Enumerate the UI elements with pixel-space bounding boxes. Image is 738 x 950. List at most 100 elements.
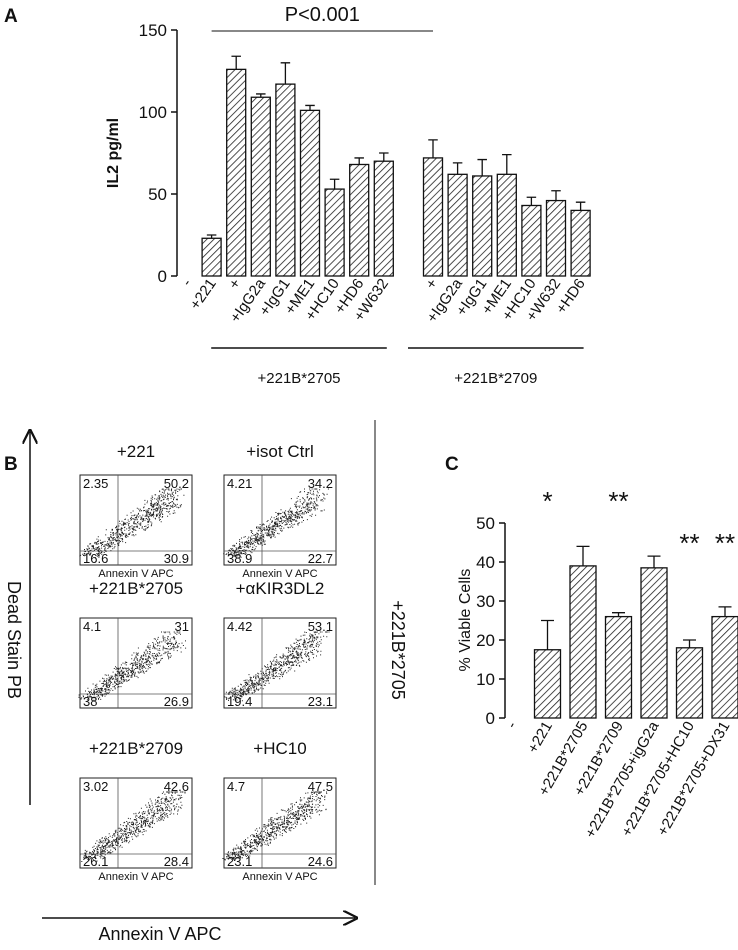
quadrant-value: 3.02 bbox=[83, 779, 108, 794]
x-tick-label: + bbox=[422, 275, 441, 292]
bar bbox=[226, 68, 247, 277]
gate bbox=[80, 618, 192, 708]
error-bar bbox=[612, 612, 625, 617]
gate bbox=[80, 778, 192, 868]
error-bar bbox=[231, 55, 241, 70]
plot-title: +isot Ctrl bbox=[246, 442, 314, 461]
quadrant-value: 38.9 bbox=[227, 551, 252, 566]
error-bar bbox=[280, 62, 291, 85]
bar bbox=[447, 173, 468, 277]
quadrant-value: 42.6 bbox=[164, 779, 189, 794]
error-bar bbox=[329, 178, 340, 190]
plot-title: +HC10 bbox=[253, 739, 306, 758]
bar bbox=[640, 567, 668, 719]
panel-letter: B bbox=[4, 454, 18, 475]
group-label: +221B*2709 bbox=[454, 370, 537, 387]
error-bar bbox=[452, 162, 463, 175]
y-tick-label: 20 bbox=[476, 631, 495, 650]
quadrant-value: 22.7 bbox=[308, 551, 333, 566]
quadrant-value: 28.4 bbox=[164, 854, 189, 869]
error-bar bbox=[526, 196, 537, 206]
x-tick-label: + bbox=[226, 275, 245, 292]
y-tick-label: 40 bbox=[476, 553, 495, 572]
bar bbox=[373, 160, 394, 277]
plot-frame bbox=[223, 777, 337, 869]
x-tick-label: +221 bbox=[187, 276, 220, 313]
bar bbox=[570, 209, 591, 277]
y-tick-label: 30 bbox=[476, 592, 495, 611]
y-tick-label: 100 bbox=[139, 103, 167, 122]
bar bbox=[324, 188, 345, 277]
plot-title: +αKIR3DL2 bbox=[236, 579, 325, 598]
bar bbox=[569, 565, 597, 719]
panel-letter: C bbox=[445, 454, 459, 475]
y-tick-label: 0 bbox=[158, 267, 167, 286]
quadrant-value: 16.6 bbox=[83, 551, 108, 566]
error-bar bbox=[541, 619, 554, 650]
dot-cloud bbox=[79, 488, 185, 559]
significance: * bbox=[542, 486, 552, 516]
plot-title: +221B*2705 bbox=[89, 579, 183, 598]
plot-frame bbox=[223, 474, 337, 566]
bar bbox=[349, 163, 370, 277]
y-axis-label: % Viable Cells bbox=[457, 569, 474, 672]
plot-frame bbox=[79, 474, 193, 566]
y-axis-label: Dead Stain PB bbox=[4, 581, 24, 699]
quadrant-value: 4.1 bbox=[83, 619, 101, 634]
y-tick-label: 10 bbox=[476, 670, 495, 689]
bar bbox=[250, 96, 271, 277]
plot-frame bbox=[79, 777, 193, 869]
quadrant-value: 31 bbox=[175, 619, 189, 634]
group-label: +221B*2705 bbox=[258, 370, 341, 387]
plot-frame bbox=[223, 617, 337, 709]
plot-x-label: Annexin V APC bbox=[98, 568, 173, 580]
y-tick-label: 50 bbox=[476, 514, 495, 533]
plot-x-label: Annexin V APC bbox=[242, 871, 317, 883]
quadrant-value: 38 bbox=[83, 694, 97, 709]
bar bbox=[472, 175, 493, 277]
bar bbox=[496, 173, 517, 277]
bar bbox=[299, 109, 321, 277]
quadrant-value: 23.1 bbox=[308, 694, 333, 709]
y-tick-label: 150 bbox=[139, 21, 167, 40]
bar bbox=[275, 83, 296, 277]
quadrant-value: 4.21 bbox=[227, 476, 252, 491]
error-bar bbox=[502, 153, 512, 175]
bar bbox=[675, 647, 704, 719]
dot-cloud bbox=[224, 631, 330, 702]
dot-cloud bbox=[223, 488, 329, 558]
plot-x-label: Annexin V APC bbox=[242, 568, 317, 580]
significance: ** bbox=[608, 486, 628, 516]
y-axis-label: IL2 pg/ml bbox=[105, 118, 122, 188]
quadrant-value: 19.4 bbox=[227, 694, 252, 709]
quadrant-value: 26.9 bbox=[164, 694, 189, 709]
error-bar bbox=[256, 93, 266, 98]
error-bar bbox=[575, 201, 586, 211]
error-bar bbox=[206, 234, 217, 239]
quadrant-value: 47.5 bbox=[308, 779, 333, 794]
plot-title: +221B*2709 bbox=[89, 739, 183, 758]
dot-cloud bbox=[222, 791, 328, 861]
quadrant-value: 4.7 bbox=[227, 779, 245, 794]
x-tick-label: - bbox=[503, 719, 520, 732]
y-tick-label: 50 bbox=[148, 185, 167, 204]
error-bar bbox=[718, 606, 732, 617]
significance: ** bbox=[715, 528, 735, 558]
bar bbox=[604, 615, 633, 719]
bar bbox=[711, 615, 738, 719]
quadrant-value: 4.42 bbox=[227, 619, 252, 634]
quadrant-value: 50.2 bbox=[164, 476, 189, 491]
bar bbox=[422, 157, 444, 277]
error-bar bbox=[551, 190, 561, 201]
panel-letter: A bbox=[4, 6, 18, 27]
x-axis-label: Annexin V APC bbox=[98, 924, 221, 944]
annotation: P<0.001 bbox=[285, 4, 360, 26]
bar bbox=[545, 199, 567, 277]
error-bar bbox=[354, 157, 364, 165]
bar bbox=[201, 237, 222, 277]
quadrant-value: 2.35 bbox=[83, 476, 108, 491]
bar bbox=[533, 649, 562, 719]
x-tick-label: - bbox=[178, 276, 195, 290]
error-bar bbox=[477, 158, 487, 176]
